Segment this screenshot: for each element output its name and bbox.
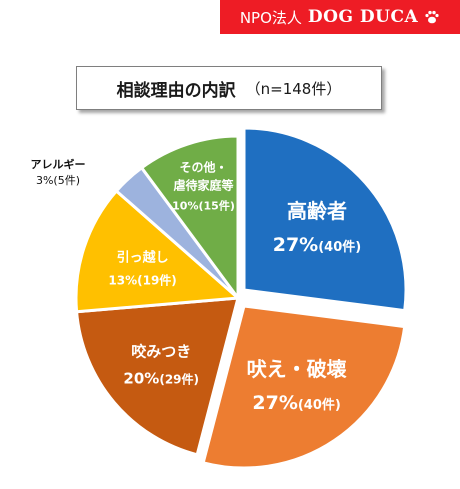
brand-name: DOG DUCA — [307, 7, 419, 27]
brand-org: NPO法人 — [239, 8, 302, 27]
pie-slice-2 — [74, 296, 240, 457]
slice-name-0: 高齢者 — [287, 199, 347, 223]
slice-name-1: 吠え・破壊 — [247, 357, 348, 381]
slice-name-4: アレルギー — [30, 158, 86, 171]
brand-banner: NPO法人 DOG DUCA — [220, 0, 460, 34]
chart-subtitle: （n=148件） — [245, 79, 342, 98]
pie-slice-1 — [201, 304, 407, 470]
slice-label-4: アレルギー 3%(5件) — [18, 156, 98, 188]
paw-icon — [425, 10, 439, 24]
pie-slice-0 — [242, 126, 408, 313]
slice-name-2: 咬みつき — [131, 343, 191, 361]
chart-title: 相談理由の内訳 — [116, 80, 236, 101]
pie-slice-3 — [74, 188, 242, 314]
slice-value-1: 27%(40件) — [252, 392, 340, 414]
slice-value-0: 27%(40件) — [273, 234, 361, 256]
slice-value-5: 10%(15件) — [172, 198, 235, 212]
slice-value-4: 3%(5件) — [35, 174, 81, 187]
slice-name-5: その他・虐待家庭等 — [174, 159, 234, 192]
slice-value-3: 13%(19件) — [108, 273, 176, 288]
pie-slice-5 — [139, 134, 240, 303]
slice-name-3: 引っ越し — [117, 249, 169, 265]
slice-value-2: 20%(29件) — [123, 370, 199, 388]
chart-title-box: 相談理由の内訳 （n=148件） — [76, 66, 382, 110]
